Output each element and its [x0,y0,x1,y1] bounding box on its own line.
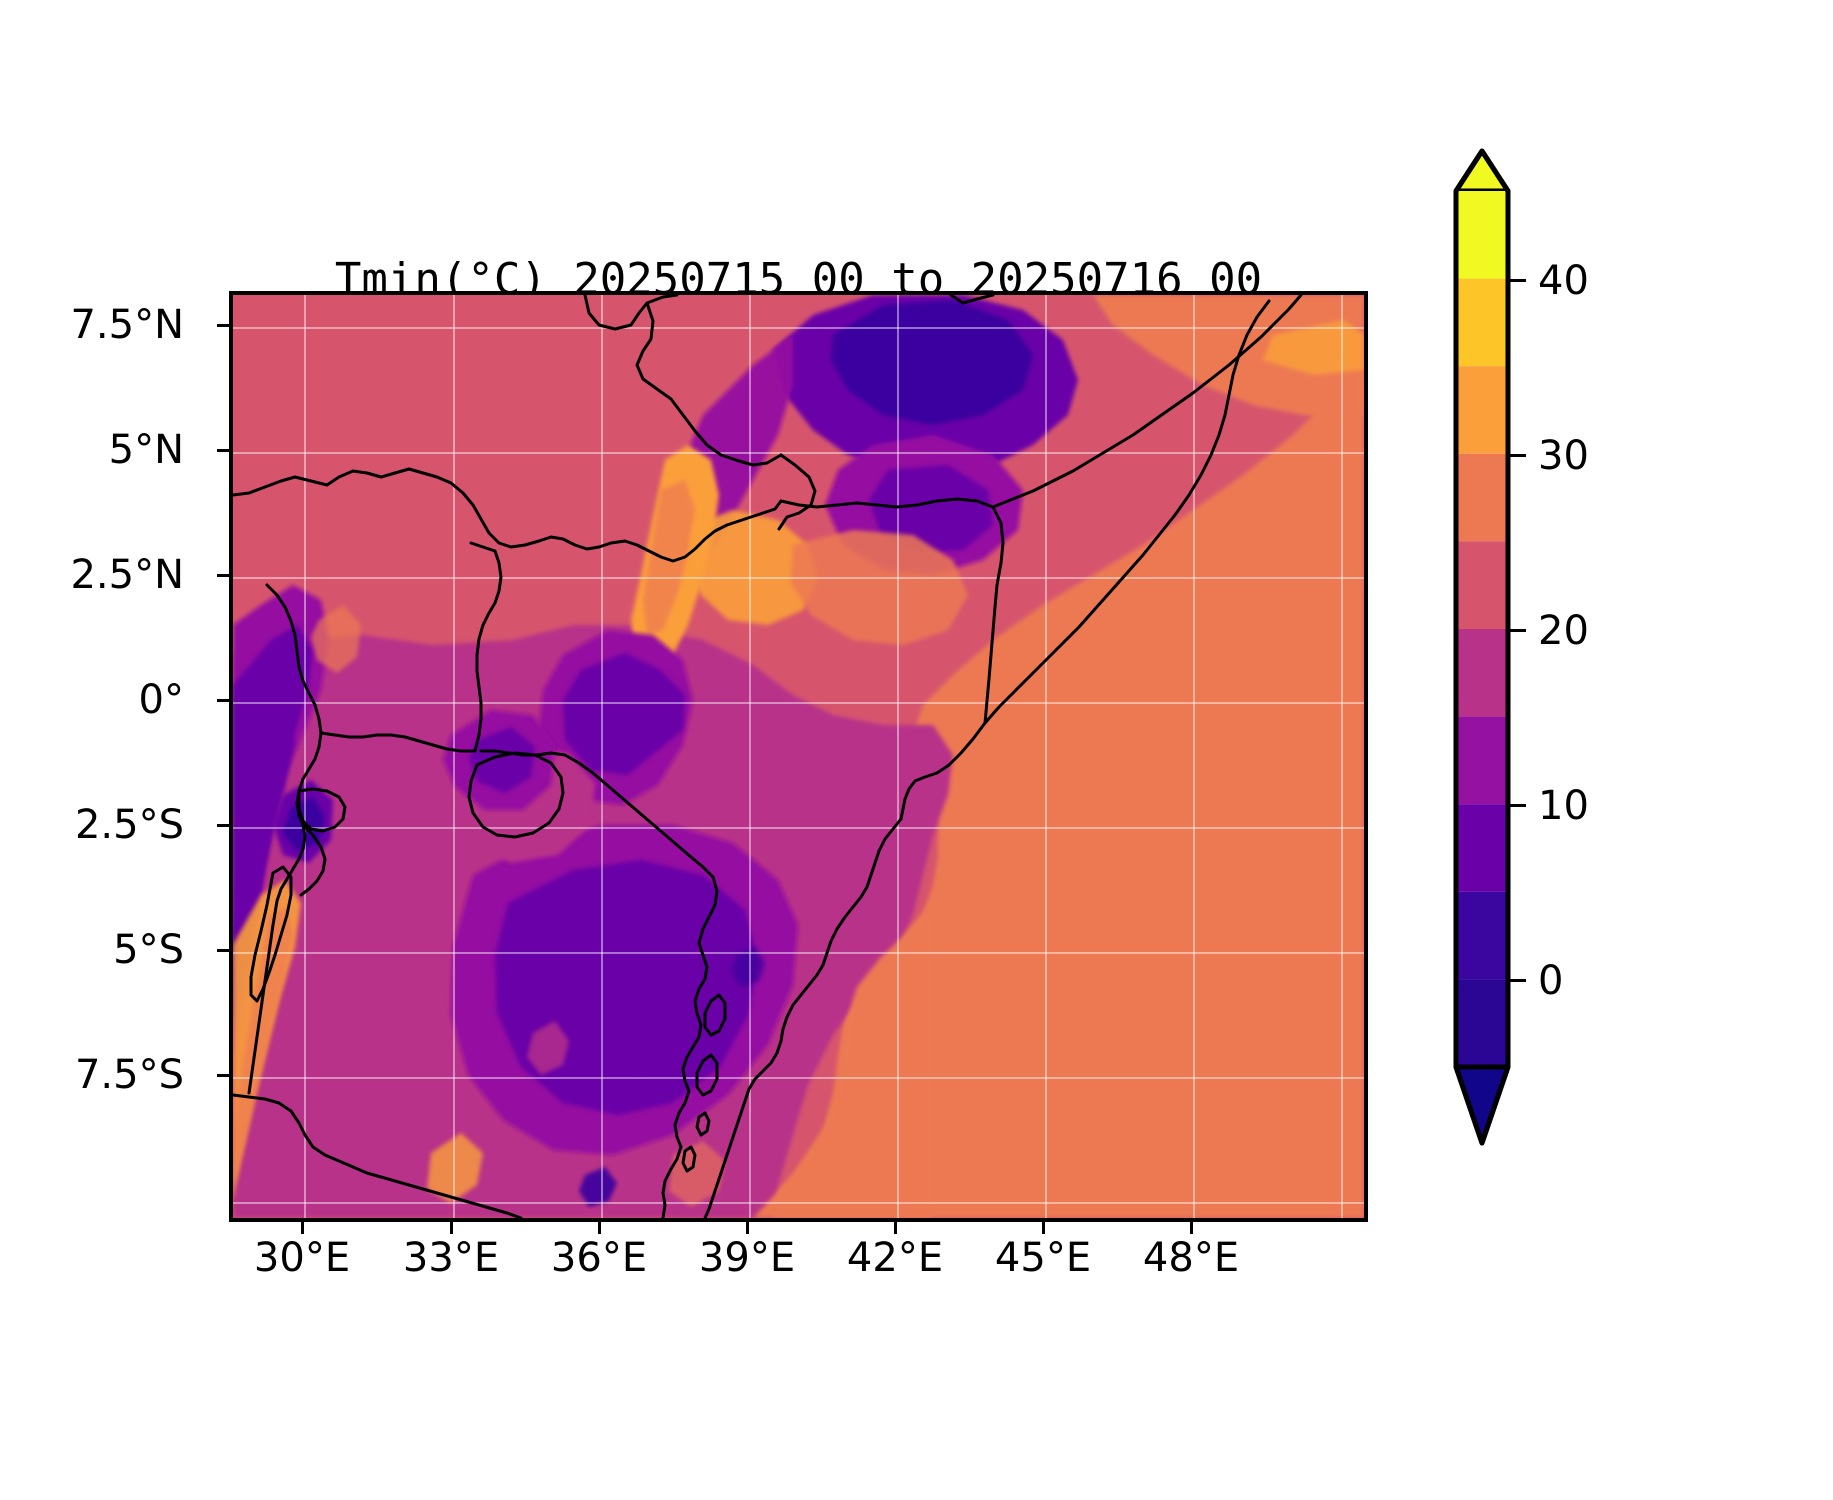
xtick-mark [746,1222,749,1234]
ytick-label-0: 0° [138,677,184,723]
xtick-mark [450,1222,453,1234]
ytick-label-75n: 7.5°N [70,302,184,348]
colorbar-over-arrow [1453,148,1511,194]
ytick-mark [217,1074,229,1077]
ytick-mark [217,574,229,577]
colorbar-band-35-40 [1456,278,1508,367]
colorbar-label-10: 10 [1538,783,1589,829]
ytick-label-25n: 2.5°N [70,552,184,598]
ytick-label-5s: 5°S [113,927,184,973]
colorbar-tick-30 [1508,454,1526,457]
xtick-mark [301,1222,304,1234]
colorbar-label-0: 0 [1538,958,1564,1004]
xtick-label-30e: 30°E [253,1235,351,1281]
xtick-label-48e: 48°E [1142,1235,1240,1281]
colorbar-band-15-20 [1456,629,1508,717]
map-plot-area [229,291,1368,1222]
colorbar-band-30-35 [1456,366,1508,454]
colorbar-tick-40 [1508,279,1526,282]
country-borders [233,295,1303,1218]
ytick-label-5n: 5°N [108,427,184,473]
colorbar-band-0-5 [1456,891,1508,980]
colorbar-band-10-15 [1456,716,1508,805]
xtick-label-42e: 42°E [846,1235,944,1281]
colorbar-label-40: 40 [1538,258,1589,304]
ytick-mark [217,824,229,827]
xtick-mark [894,1222,897,1234]
colorbar-band-25-30 [1456,453,1508,542]
xtick-label-36e: 36°E [550,1235,648,1281]
xtick-label-45e: 45°E [994,1235,1092,1281]
colorbar-band-20-25 [1456,541,1508,629]
xtick-mark [1190,1222,1193,1234]
colorbar-gradient [1453,148,1511,1146]
xtick-label-33e: 33°E [402,1235,500,1281]
colorbar-tick-20 [1508,629,1526,632]
colorbar [1452,147,1512,1147]
colorbar-label-20: 20 [1538,608,1589,654]
colorbar-label-30: 30 [1538,433,1589,479]
colorbar-tick-10 [1508,804,1526,807]
colorbar-band-minus5-0 [1456,979,1508,1067]
contour-map [233,295,1364,1218]
ytick-mark [217,324,229,327]
colorbar-under-arrow [1453,1064,1511,1146]
ytick-mark [217,699,229,702]
colorbar-tick-0 [1508,979,1526,982]
colorbar-band-40-45 [1456,191,1508,279]
colorbar-band-5-10 [1456,804,1508,892]
ytick-mark [217,449,229,452]
ytick-label-25s: 2.5°S [74,802,184,848]
map-gridlines [233,295,1364,1218]
ytick-label-75s: 7.5°S [74,1052,184,1098]
xtick-mark [598,1222,601,1234]
xtick-label-39e: 39°E [698,1235,796,1281]
ytick-mark [217,949,229,952]
colorbar-outline [1453,149,1511,1146]
xtick-mark [1042,1222,1045,1234]
